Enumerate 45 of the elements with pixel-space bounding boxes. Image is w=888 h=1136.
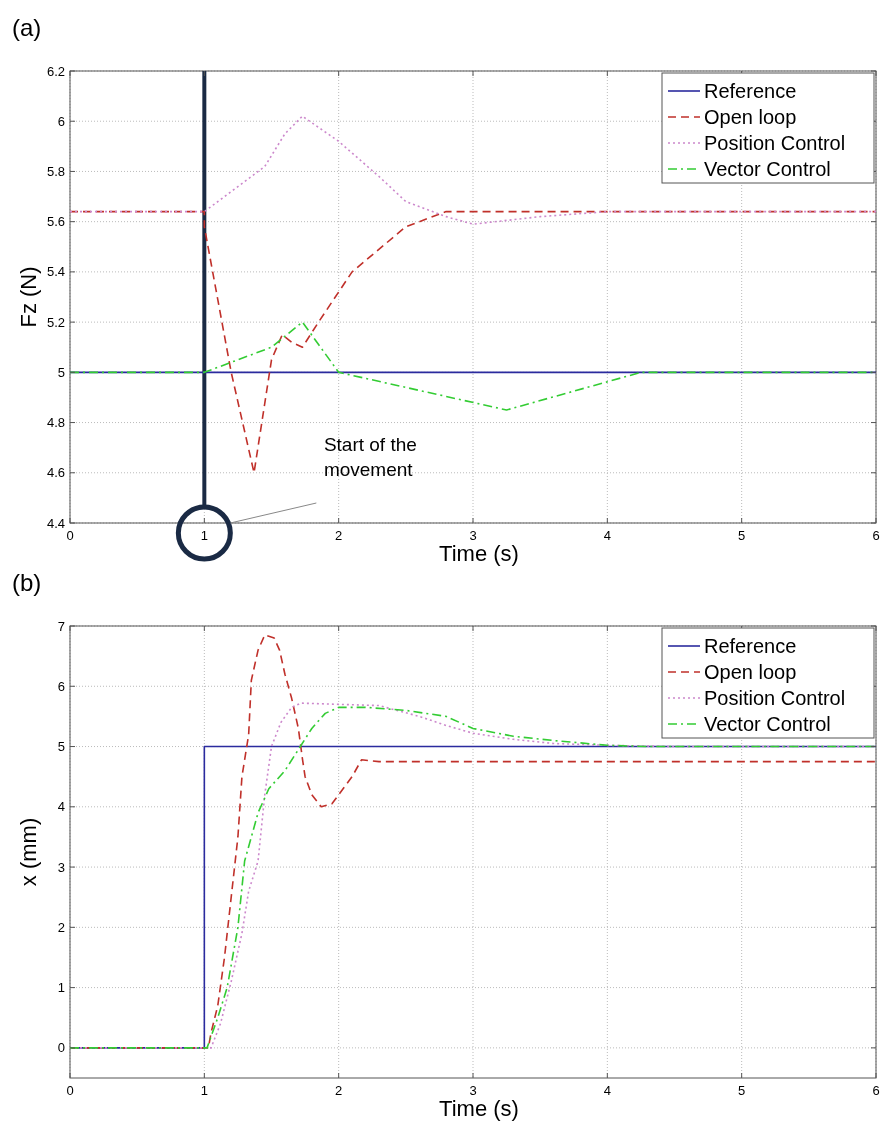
y-tick-label: 5.2 [46, 314, 65, 330]
x-tick-label: 6 [872, 1083, 880, 1098]
legend-label: Position Control [704, 132, 846, 154]
legend-label: Vector Control [704, 713, 831, 735]
x-tick-label: 2 [335, 1083, 343, 1098]
y-tick-label: 7 [57, 618, 65, 634]
y-tick-label: 6.2 [46, 63, 65, 79]
y-tick-label: 1 [57, 980, 65, 996]
x-tick-label: 5 [738, 528, 746, 543]
x-tick-label: 3 [469, 1083, 477, 1098]
legend-label: Position Control [704, 687, 846, 709]
x-tick-label: 6 [872, 528, 880, 543]
x-tick-label: 1 [200, 1083, 208, 1098]
x-tick-label: 4 [603, 528, 611, 543]
x-tick-label: 2 [335, 528, 343, 543]
x-tick-label: 5 [738, 1083, 746, 1098]
y-tick-label: 4.6 [46, 465, 65, 481]
y-tick-label: 4.4 [46, 515, 65, 531]
y-axis-title: x (mm) [16, 817, 41, 887]
legend-label: Open loop [704, 661, 797, 683]
legend-label: Reference [704, 635, 797, 657]
x-axis-title: Time (s) [439, 1096, 519, 1121]
y-tick-label: 6 [57, 678, 65, 694]
y-tick-label: 3 [57, 859, 65, 875]
legend-label: Open loop [704, 106, 797, 128]
legend-label: Reference [704, 80, 797, 102]
x-tick-label: 3 [469, 528, 477, 543]
y-tick-label: 4.8 [46, 415, 65, 431]
x-tick-label: 4 [603, 1083, 611, 1098]
y-tick-label: 5 [57, 364, 65, 380]
x-tick-label: 1 [200, 528, 208, 543]
y-axis-title: Fz (N) [16, 266, 41, 328]
y-tick-label: 0 [57, 1040, 65, 1056]
y-tick-label: 4 [57, 799, 65, 815]
chart-title: (b) [12, 569, 42, 596]
y-tick-label: 5 [57, 739, 65, 755]
y-tick-label: 2 [57, 919, 65, 935]
y-tick-label: 6 [57, 113, 65, 129]
y-tick-label: 5.6 [46, 214, 65, 230]
annotation: Start of the movement [323, 434, 417, 480]
chart-title: (a) [12, 14, 42, 41]
y-tick-label: 5.8 [46, 163, 65, 179]
legend-label: Vector Control [704, 158, 831, 180]
y-tick-label: 5.4 [46, 264, 65, 280]
x-axis-title: Time (s) [439, 541, 519, 566]
